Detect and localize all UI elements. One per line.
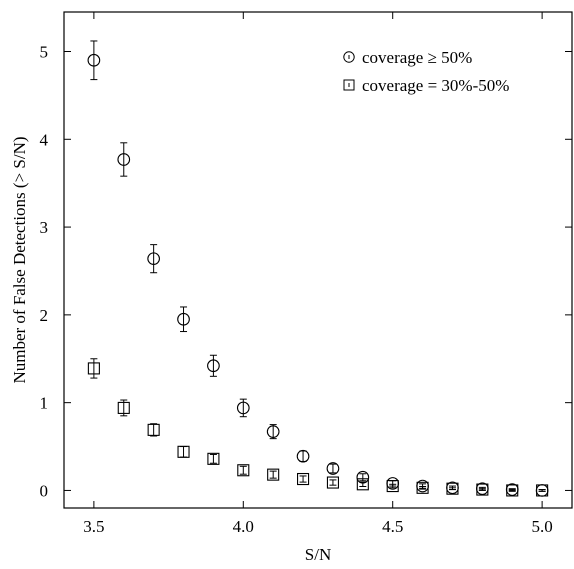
y-tick-label: 3: [40, 218, 49, 237]
legend-item-circle: coverage ≥ 50%: [343, 48, 472, 67]
data-point-square: [446, 482, 459, 495]
data-point-circle: [207, 359, 220, 373]
data-point-square: [416, 481, 429, 494]
data-point-square: [297, 472, 310, 486]
plot-frame: [63, 11, 573, 509]
data-point-circle: [147, 252, 160, 266]
legend: coverage ≥ 50% coverage = 30%-50%: [343, 48, 509, 95]
data-point-square: [117, 401, 130, 414]
y-axis-label: Number of False Detections (> S/N): [10, 136, 29, 383]
data-point-square: [506, 484, 519, 497]
axis-ticks: [64, 12, 572, 508]
y-tick-label: 5: [40, 43, 49, 62]
data-point-circle: [177, 312, 190, 326]
legend-label-coverage-50: coverage ≥ 50%: [362, 48, 472, 67]
data-point-square: [476, 483, 489, 496]
x-tick-label: 3.5: [83, 517, 104, 536]
data-point-square: [536, 484, 549, 497]
data-point-circle: [266, 425, 280, 438]
data-point-circle: [296, 449, 310, 463]
x-tick-label: 4.0: [233, 517, 254, 536]
series-coverage-50: [87, 40, 549, 497]
x-axis-label: S/N: [305, 545, 331, 564]
series-coverage-30-50: [87, 358, 549, 497]
data-point-circle: [326, 462, 340, 475]
data-point-square: [356, 478, 369, 491]
data-point-square: [177, 445, 190, 458]
data-point-square: [386, 480, 399, 493]
y-tick-label: 2: [40, 306, 49, 325]
data-point-square: [326, 476, 339, 489]
data-marks: [87, 40, 549, 497]
x-tick-label: 5.0: [531, 517, 552, 536]
data-point-square: [87, 362, 100, 375]
data-point-circle: [117, 153, 131, 166]
y-tick-label: 4: [40, 130, 49, 149]
data-point-square: [147, 423, 160, 436]
data-point-circle: [87, 53, 101, 67]
axis-tick-labels: 3.5 4.0 4.5 5.0 0 1 2 3 4 5: [40, 43, 553, 536]
data-point-square: [267, 468, 280, 481]
y-tick-label: 0: [40, 481, 49, 500]
data-point-square: [207, 452, 220, 465]
data-point-circle: [236, 401, 250, 415]
y-tick-label: 1: [40, 394, 49, 413]
data-point-square: [237, 464, 250, 477]
x-tick-label: 4.5: [382, 517, 403, 536]
legend-label-coverage-30-50: coverage = 30%-50%: [362, 76, 509, 95]
legend-item-square: coverage = 30%-50%: [343, 76, 509, 95]
